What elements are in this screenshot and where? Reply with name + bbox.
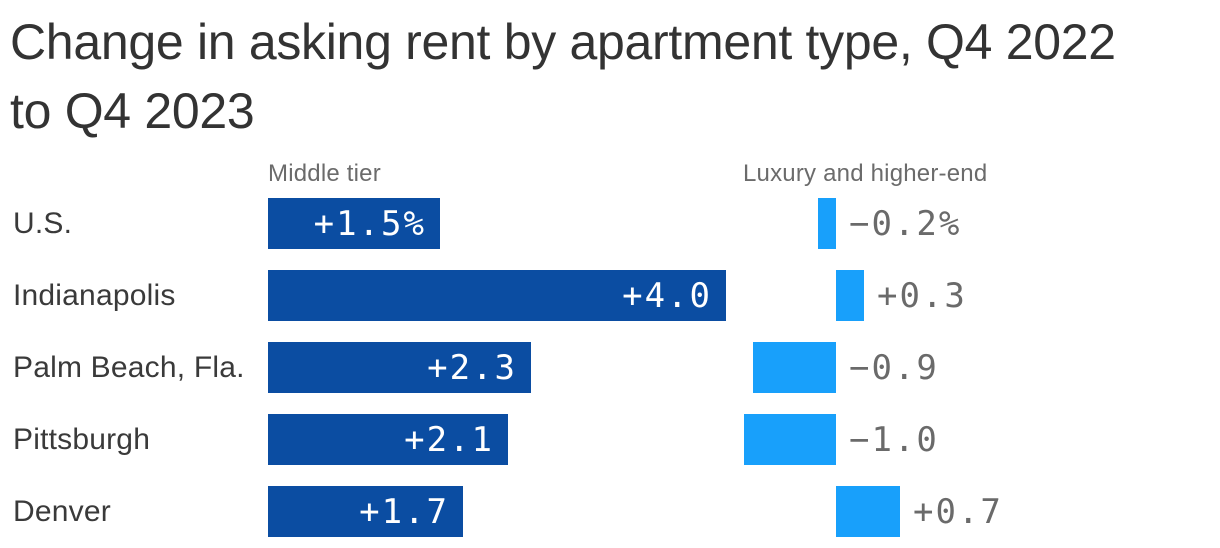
category-label: Palm Beach, Fla. xyxy=(13,350,245,384)
middle-tier-value: +2.1 xyxy=(404,419,494,460)
category-label: Indianapolis xyxy=(13,278,176,312)
middle-tier-value: +2.3 xyxy=(427,347,517,388)
luxury-bar xyxy=(836,486,900,537)
column-header-middle-tier: Middle tier xyxy=(268,160,381,187)
luxury-value: +0.3 xyxy=(877,275,967,316)
category-label: Pittsburgh xyxy=(13,422,151,456)
middle-tier-value: +4.0 xyxy=(622,275,712,316)
luxury-value: −1.0 xyxy=(849,419,939,460)
category-label: U.S. xyxy=(13,206,73,240)
middle-tier-bar: +4.0 xyxy=(268,270,726,321)
chart-title-line-1: Change in asking rent by apartment type,… xyxy=(10,14,1116,70)
luxury-value: +0.7 xyxy=(913,491,1003,532)
column-header-luxury: Luxury and higher-end xyxy=(743,160,988,187)
luxury-bar xyxy=(818,198,836,249)
middle-tier-bar: +1.5% xyxy=(268,198,440,249)
luxury-value: −0.9 xyxy=(849,347,939,388)
middle-tier-value: +1.7 xyxy=(359,491,449,532)
middle-tier-value: +1.5% xyxy=(313,203,426,244)
middle-tier-bar: +1.7 xyxy=(268,486,463,537)
chart-title-line-2: to Q4 2023 xyxy=(10,83,255,139)
luxury-bar xyxy=(836,270,864,321)
category-label: Denver xyxy=(13,494,111,528)
middle-tier-bar: +2.1 xyxy=(268,414,508,465)
luxury-value: −0.2% xyxy=(849,203,962,244)
chart-title: Change in asking rent by apartment type,… xyxy=(10,8,1116,146)
luxury-bar xyxy=(753,342,836,393)
luxury-bar xyxy=(744,414,836,465)
middle-tier-bar: +2.3 xyxy=(268,342,531,393)
